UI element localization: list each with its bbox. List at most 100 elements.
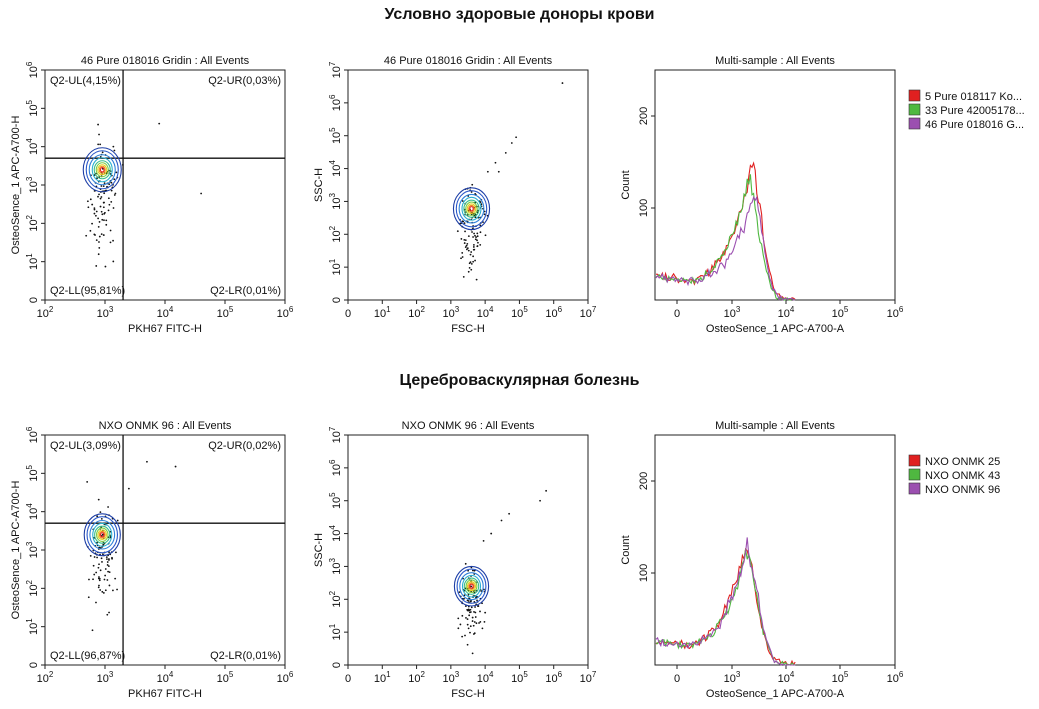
- event-dot: [471, 231, 473, 233]
- y-tick-label: 0: [28, 662, 40, 668]
- event-dot: [477, 605, 479, 607]
- x-tick-label: 101: [374, 305, 391, 320]
- event-dot: [114, 577, 117, 580]
- y-tick-label-group: 104: [328, 525, 343, 542]
- x-tick-label: 0: [674, 308, 680, 320]
- y-tick-label-group: 104: [328, 160, 343, 177]
- event-dot: [89, 229, 92, 232]
- contour-ring: [86, 516, 119, 554]
- x-axis-label: PKH67 FITC-H: [128, 688, 202, 700]
- event-dot: [112, 145, 115, 148]
- contour-ring: [82, 147, 122, 193]
- contour-ring: [88, 154, 116, 186]
- contour-ring: [97, 529, 108, 541]
- event-dot: [102, 201, 105, 204]
- y-tick-label-group: 0: [28, 662, 40, 668]
- y-tick-label: 200: [638, 472, 650, 490]
- legend-swatch: [908, 103, 921, 116]
- event-dot: [89, 198, 92, 201]
- event-dot: [464, 239, 467, 242]
- event-dot: [95, 239, 98, 241]
- y-tick-label: 104: [328, 525, 343, 542]
- event-dot: [96, 541, 98, 544]
- event-dot: [97, 143, 100, 146]
- x-tick-label: 106: [277, 305, 294, 320]
- histogram-series-line: [655, 537, 796, 666]
- event-dot: [475, 622, 478, 625]
- event-dot: [103, 182, 106, 185]
- event-dot: [99, 569, 102, 572]
- event-dot: [466, 643, 469, 646]
- plot-frame: [347, 434, 589, 666]
- event-dot: [97, 586, 100, 589]
- section-title-healthy: Условно здоровые доноры крови: [384, 6, 655, 23]
- event-dot: [458, 591, 461, 594]
- event-dot: [146, 460, 148, 463]
- y-tick-label-group: 102: [328, 590, 343, 607]
- contour-ring: [452, 187, 491, 231]
- event-dot: [106, 561, 109, 563]
- event-dot: [106, 579, 109, 581]
- event-dot: [98, 235, 101, 238]
- event-dot: [111, 556, 113, 559]
- y-tick-label: 103: [328, 193, 343, 210]
- event-dot: [468, 266, 471, 269]
- event-dot: [461, 252, 464, 254]
- y-tick-label: 101: [25, 618, 40, 635]
- y-axis-label: SSC-H: [313, 533, 325, 567]
- event-dot: [110, 189, 113, 192]
- event-dot: [99, 197, 102, 200]
- event-dot: [96, 515, 99, 518]
- event-dot: [113, 149, 116, 152]
- event-dot: [545, 489, 548, 492]
- event-dot: [105, 556, 108, 559]
- event-dot: [508, 512, 511, 515]
- event-dot: [459, 623, 462, 626]
- event-dot: [478, 622, 480, 624]
- event-dot: [470, 585, 473, 588]
- event-dot: [481, 627, 484, 630]
- x-axis-label: OsteoSence_1 APC-A700-A: [706, 688, 845, 700]
- event-dot: [110, 181, 113, 184]
- y-tick-label: 105: [328, 492, 343, 509]
- event-dot: [127, 487, 130, 490]
- event-dot: [467, 569, 470, 572]
- event-dot: [461, 200, 464, 202]
- y-tick-label-group: 103: [328, 558, 343, 575]
- x-tick-label: 105: [217, 670, 234, 685]
- y-tick-label: 106: [25, 61, 40, 78]
- event-dot: [99, 205, 102, 208]
- event-dot: [115, 551, 117, 554]
- x-tick-label: 107: [580, 305, 597, 320]
- event-dot: [484, 611, 487, 614]
- contour-ring: [93, 160, 111, 180]
- x-tick-label: 105: [217, 305, 234, 320]
- event-dot: [484, 234, 487, 237]
- y-tick-label: 102: [328, 590, 343, 607]
- event-dot: [483, 213, 486, 216]
- y-tick-label: 0: [331, 297, 343, 303]
- x-tick-label: 105: [511, 670, 528, 685]
- event-dot: [479, 231, 482, 234]
- event-dot: [469, 600, 472, 603]
- event-dot: [102, 553, 104, 556]
- event-dot: [463, 242, 466, 244]
- event-dot: [463, 597, 465, 600]
- contour-ring: [99, 532, 105, 538]
- contour-ring: [463, 199, 480, 218]
- y-tick-label: 101: [25, 253, 40, 270]
- x-tick-label: 102: [408, 305, 425, 320]
- contour-ring: [98, 165, 106, 174]
- event-dot: [105, 223, 108, 226]
- y-tick-label-group: 105: [328, 492, 343, 509]
- event-dot: [467, 609, 470, 612]
- event-dot: [464, 634, 466, 637]
- event-dot: [98, 247, 101, 249]
- y-axis-label: OsteoSence_1 APC-A700-H: [10, 116, 22, 255]
- contour-ring: [465, 579, 478, 594]
- contour-ring: [455, 190, 488, 228]
- x-tick-label: 0: [674, 673, 680, 685]
- quadrant-label-q2-ll: Q2-LL(96,87%): [50, 650, 125, 662]
- event-dot: [471, 569, 474, 572]
- y-tick-label-group: 105: [25, 99, 40, 116]
